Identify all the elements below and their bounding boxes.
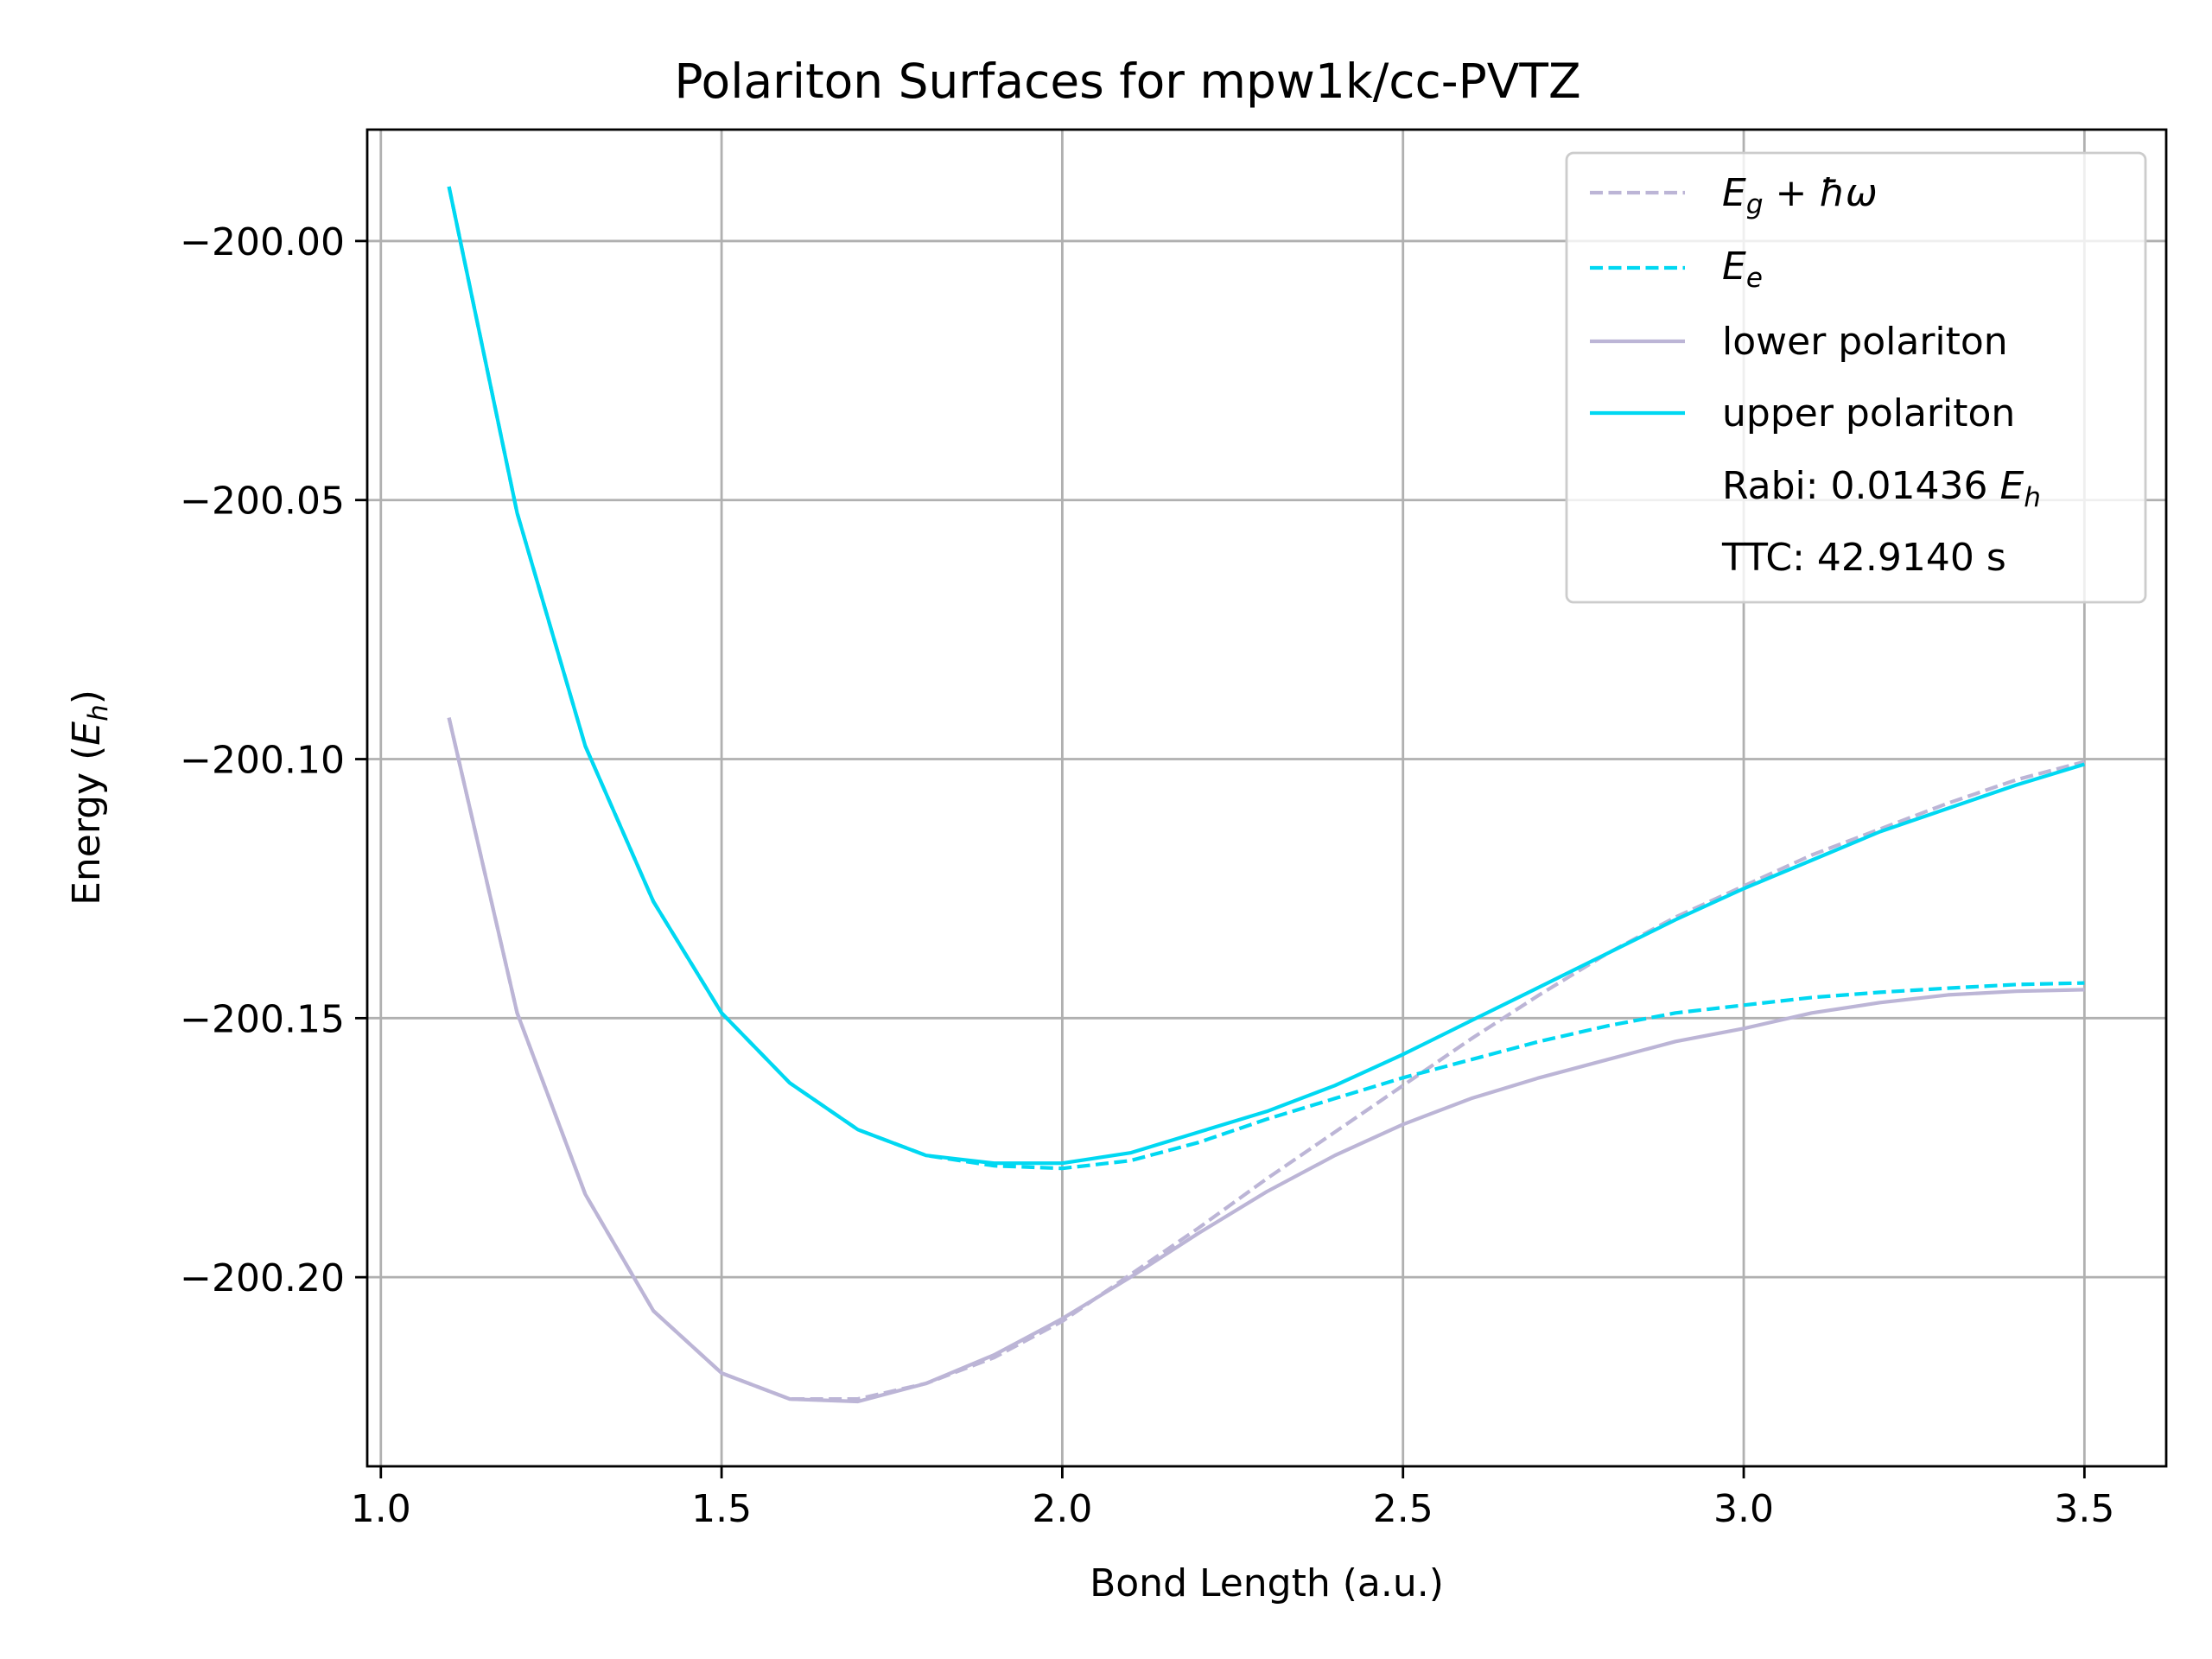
legend-label-eg: Eg + ħω (1722, 171, 1878, 220)
y-axis-label-main: Energy ( (65, 746, 109, 906)
y-axis-ticks: −200.00 −200.05 −200.10 −200.15 −200.20 (180, 220, 367, 1300)
legend-ee-symbol: E (1722, 245, 1746, 289)
grid-lines (367, 130, 2166, 1466)
y-tick-label: −200.20 (180, 1256, 345, 1300)
x-tick-label: 1.0 (351, 1487, 411, 1531)
plot-frame (365, 128, 2168, 1468)
legend-ttc: TTC: 42.9140 s (1721, 536, 2006, 580)
y-axis-label: Energy (Eh) (65, 690, 114, 906)
legend-rabi-symbol: E (1999, 464, 2024, 508)
x-tick-label: 1.5 (691, 1487, 752, 1531)
legend-eg-rest: + ħω (1764, 171, 1878, 215)
legend-label-ee: Ee (1722, 245, 1763, 294)
x-axis-ticks: 1.0 1.5 2.0 2.5 3.0 3.5 (351, 1466, 2114, 1531)
y-tick-label: −200.15 (180, 997, 345, 1041)
legend-box (1565, 151, 2147, 604)
legend-rabi-subscript: h (2024, 482, 2041, 513)
y-axis-label-close: ) (65, 690, 109, 704)
y-axis-label-subscript: h (83, 704, 114, 721)
y-axis-label-symbol: E (65, 721, 109, 746)
x-axis-label: Bond Length (a.u.) (1090, 1561, 1444, 1605)
series-line-eg (447, 717, 2085, 1402)
y-tick-label: −200.05 (180, 480, 345, 524)
legend-label-lp: lower polariton (1722, 320, 2008, 364)
x-tick-label: 2.5 (1373, 1487, 1433, 1531)
plot-series (447, 186, 2086, 1404)
chart-title: Polariton Surfaces for mpw1k/cc-PVTZ (674, 54, 1580, 109)
series-line-up (447, 186, 2086, 1166)
legend-label-up: upper polariton (1722, 391, 2015, 435)
legend-eg-symbol: E (1722, 171, 1746, 215)
legend-ee-subscript: e (1746, 263, 1763, 294)
x-tick-label: 2.0 (1032, 1487, 1092, 1531)
series-line-lp (447, 717, 2085, 1404)
y-tick-label: −200.10 (180, 739, 345, 783)
y-tick-label: −200.00 (180, 220, 345, 264)
legend: Eg + ħω Ee lower polariton upper polarit… (1565, 151, 2147, 604)
legend-rabi: Rabi: 0.01436 Eh (1722, 464, 2041, 513)
legend-rabi-text: Rabi: 0.01436 (1722, 464, 1999, 508)
x-tick-label: 3.0 (1713, 1487, 1774, 1531)
x-tick-label: 3.5 (2054, 1487, 2114, 1531)
legend-eg-subscript: g (1746, 189, 1764, 220)
